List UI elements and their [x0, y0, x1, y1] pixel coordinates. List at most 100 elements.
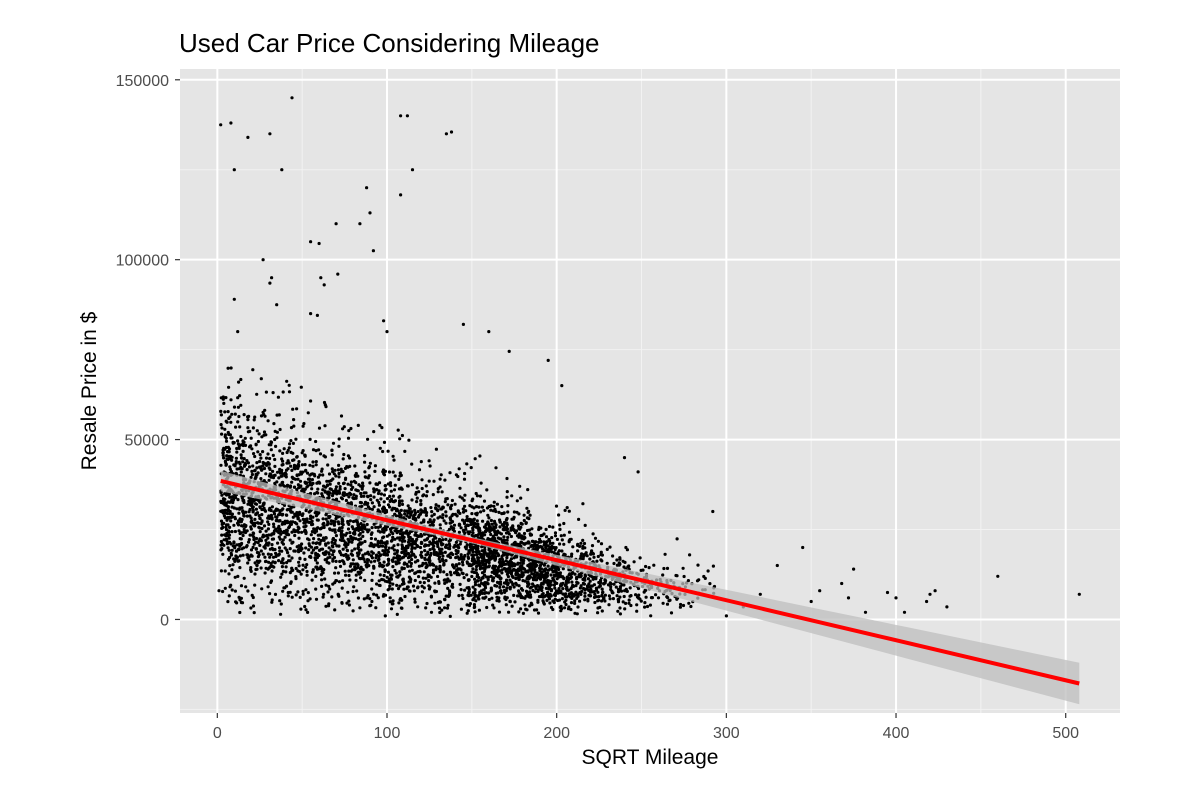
data-point — [262, 430, 267, 434]
data-point — [647, 566, 651, 570]
data-point — [348, 491, 352, 495]
data-point — [894, 596, 898, 600]
data-point — [486, 513, 490, 517]
data-point — [410, 544, 414, 548]
data-point — [315, 313, 319, 317]
data-point — [283, 484, 287, 488]
x-tick-label: 500 — [1052, 725, 1079, 742]
data-point — [281, 507, 285, 511]
data-point — [273, 473, 277, 477]
data-point — [245, 468, 249, 472]
data-point — [373, 537, 378, 541]
data-point — [516, 576, 520, 580]
data-point — [456, 509, 460, 513]
data-point — [925, 599, 929, 604]
data-point — [542, 532, 546, 536]
data-point — [399, 193, 403, 197]
data-point — [528, 513, 532, 517]
data-point — [483, 550, 487, 554]
data-point — [464, 518, 468, 523]
data-point — [440, 608, 444, 612]
data-point — [515, 529, 519, 533]
trend-line-group — [220, 470, 1080, 705]
data-point — [258, 506, 262, 510]
data-point — [501, 560, 505, 564]
data-point — [251, 533, 255, 537]
data-point — [391, 599, 395, 603]
data-point — [217, 589, 221, 593]
data-point — [470, 559, 474, 563]
data-point — [433, 601, 437, 605]
data-point — [479, 510, 483, 514]
data-point — [438, 564, 442, 569]
data-point — [254, 512, 258, 517]
data-point — [333, 538, 337, 543]
data-point — [288, 559, 292, 563]
data-point — [502, 511, 506, 515]
data-point — [548, 586, 552, 590]
data-point — [250, 519, 254, 523]
data-point — [219, 123, 223, 127]
data-point — [527, 517, 531, 521]
data-point — [270, 543, 274, 547]
data-point — [255, 392, 259, 396]
data-point — [561, 587, 565, 591]
data-point — [314, 514, 318, 518]
data-point — [461, 528, 465, 533]
data-point — [596, 554, 600, 559]
data-point — [494, 466, 498, 470]
data-point — [249, 548, 254, 552]
data-point — [498, 576, 502, 581]
data-point — [232, 523, 236, 527]
data-point — [496, 536, 500, 540]
data-point — [485, 575, 489, 579]
data-point — [447, 589, 452, 593]
data-point — [280, 572, 284, 576]
data-point — [259, 414, 264, 418]
data-point — [534, 586, 538, 591]
data-point — [259, 549, 263, 553]
data-point — [376, 539, 380, 543]
data-point — [618, 557, 622, 561]
data-point — [270, 516, 274, 520]
data-point — [317, 448, 321, 452]
data-point — [305, 517, 309, 521]
data-point — [312, 537, 316, 541]
data-point — [342, 560, 346, 564]
data-point — [314, 587, 318, 591]
data-point — [370, 501, 374, 505]
data-point — [345, 554, 349, 558]
data-point — [254, 473, 258, 477]
data-point — [492, 528, 496, 532]
data-point — [509, 560, 514, 565]
data-point — [222, 456, 226, 460]
data-point — [311, 464, 315, 468]
data-point — [407, 515, 411, 519]
data-point — [227, 515, 231, 520]
data-point — [391, 535, 395, 539]
data-point — [494, 571, 499, 575]
data-point — [300, 530, 304, 534]
data-point — [506, 510, 510, 514]
data-point — [510, 494, 514, 498]
data-point — [333, 608, 337, 612]
data-point — [372, 565, 376, 569]
data-point — [415, 496, 419, 500]
data-point — [461, 596, 465, 601]
data-point — [262, 545, 266, 549]
data-point — [258, 530, 262, 534]
data-point — [529, 533, 534, 537]
data-point — [669, 611, 674, 615]
data-point — [436, 574, 440, 579]
data-point — [347, 603, 351, 607]
data-point — [383, 524, 388, 528]
data-point — [332, 555, 337, 560]
data-point — [321, 517, 325, 521]
data-point — [227, 533, 232, 537]
data-point — [381, 527, 385, 531]
data-point — [238, 566, 242, 570]
data-point — [277, 413, 281, 417]
data-point — [247, 414, 251, 418]
data-point — [471, 585, 475, 589]
